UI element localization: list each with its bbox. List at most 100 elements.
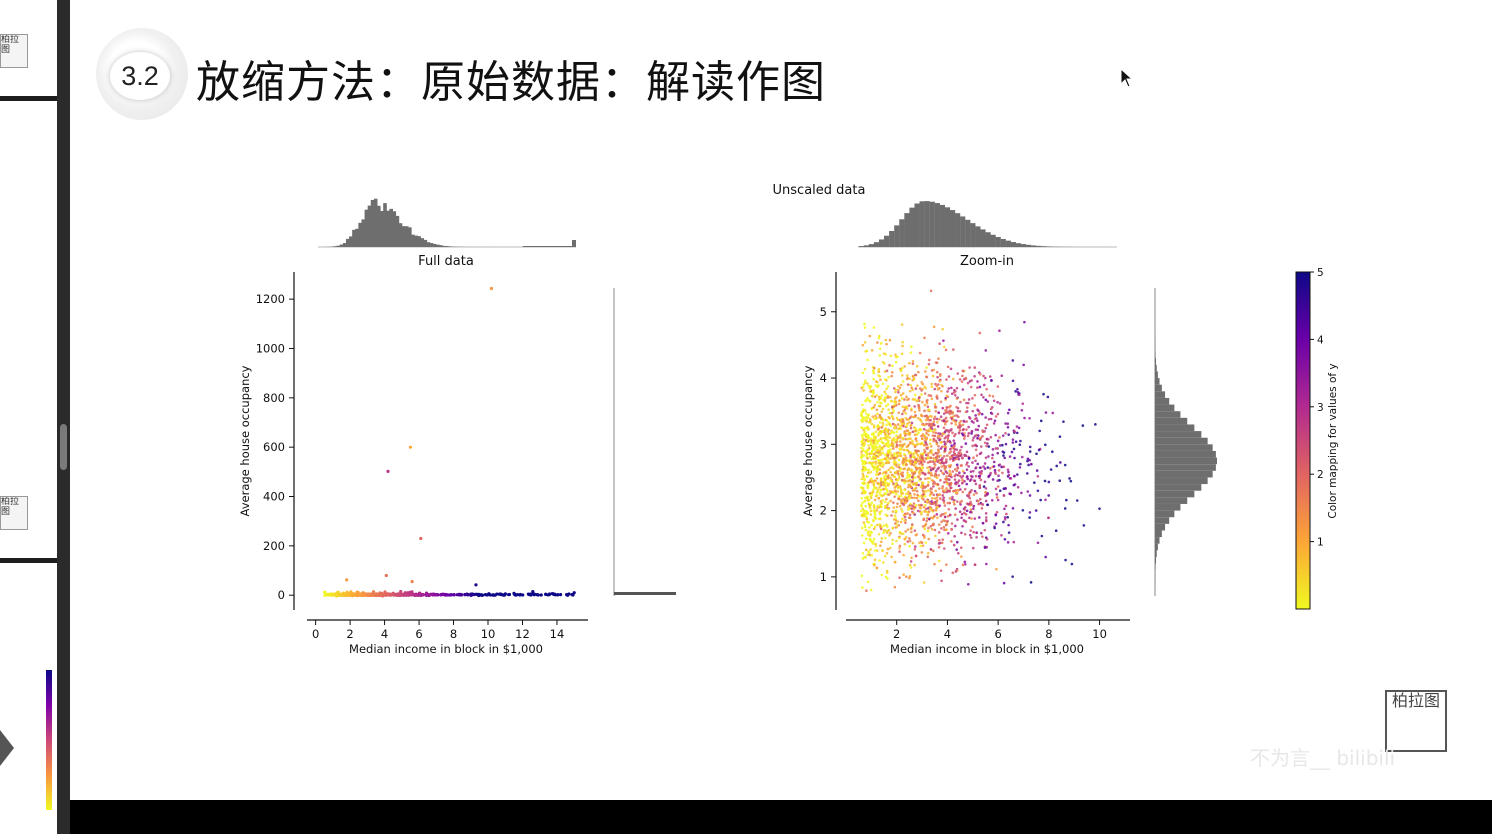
zoom-point <box>1011 506 1015 510</box>
zoom-point <box>940 389 943 393</box>
zoom-point <box>988 473 992 477</box>
zoom-point <box>945 475 948 478</box>
slide-thumbnail-panel[interactable]: 柏拉图 柏拉图 <box>0 0 57 834</box>
full-point <box>415 593 419 597</box>
zoom-point <box>884 513 888 516</box>
zoom-point <box>955 397 959 400</box>
zoom-point <box>876 504 879 508</box>
zoom-point <box>921 452 925 456</box>
zoom-point <box>915 433 919 436</box>
zoom-point <box>898 576 901 579</box>
zoom-point <box>1003 518 1007 521</box>
zoom-point <box>996 412 1000 416</box>
zoom-point <box>956 473 960 477</box>
zoom-point <box>900 323 904 326</box>
zoom-point <box>923 527 926 531</box>
thumbnail-logo[interactable]: 柏拉图 <box>0 34 28 68</box>
zoom-point <box>934 382 937 386</box>
zoom-point <box>879 544 882 547</box>
full-point <box>566 593 570 597</box>
full-y-tick-label: 1200 <box>256 292 285 306</box>
zoom-point <box>870 451 874 454</box>
zoom-point <box>913 487 916 491</box>
zoom-point <box>941 406 945 410</box>
thumbnail-divider <box>0 558 57 563</box>
zoom-point <box>876 481 880 485</box>
zoom-point <box>890 411 894 415</box>
zoom-point <box>860 496 864 500</box>
collapse-arrow-icon[interactable] <box>0 730 14 766</box>
zoom-point <box>979 497 982 501</box>
zoom-point <box>862 444 865 448</box>
zoom-point <box>882 487 885 491</box>
zoom-point <box>887 415 891 419</box>
zoom-point <box>900 412 904 416</box>
zoom-point <box>880 494 884 498</box>
thumbnail-logo[interactable]: 柏拉图 <box>0 496 28 530</box>
zoom-point <box>959 448 962 452</box>
zoom-point <box>873 403 877 407</box>
zoom-point <box>913 410 917 414</box>
zoom-point <box>1002 494 1006 497</box>
zoom-point <box>863 469 866 472</box>
zoom-point <box>911 463 914 466</box>
zoom-point <box>946 440 949 443</box>
zoom-point <box>951 431 954 435</box>
zoom-point <box>959 400 962 404</box>
zoom-point <box>958 510 962 513</box>
zoom-point <box>950 475 953 479</box>
zoom-point <box>874 462 878 465</box>
zoom-point <box>890 555 893 559</box>
zoom-point <box>873 525 877 529</box>
zoom-point <box>927 433 930 437</box>
zoom-point <box>940 579 943 583</box>
zoom-point <box>866 486 870 490</box>
zoom-point <box>937 542 941 545</box>
zoom-point <box>969 470 973 473</box>
zoom-point <box>912 378 916 381</box>
zoom-point <box>963 420 966 423</box>
zoom-point <box>953 393 957 397</box>
zoom-point <box>1028 511 1032 514</box>
zoom-x-tick-label: 6 <box>994 627 1001 641</box>
zoom-point <box>1004 504 1008 508</box>
zoom-point <box>914 554 918 558</box>
zoom-point <box>901 478 904 482</box>
zoom-point <box>862 449 865 452</box>
zoom-point <box>926 466 929 470</box>
zoom-point <box>889 354 893 358</box>
zoom-point <box>937 473 941 477</box>
full-histx-bar <box>417 236 421 247</box>
zoom-point <box>910 408 913 412</box>
zoom-point <box>1044 411 1048 414</box>
zoom-point <box>995 496 999 499</box>
zoom-point <box>881 461 884 464</box>
zoom-point <box>863 341 867 344</box>
full-y-tick-label: 400 <box>263 490 285 504</box>
full-histx-bar <box>426 242 431 247</box>
zoom-point <box>960 516 963 520</box>
zoom-point <box>907 494 911 498</box>
panel-divider[interactable] <box>57 0 70 834</box>
zoom-point <box>895 464 898 468</box>
zoom-point <box>862 482 866 486</box>
zoom-point <box>919 485 923 489</box>
zoom-point <box>983 480 987 484</box>
zoom-point <box>942 345 946 349</box>
zoom-point <box>927 358 931 362</box>
zoom-point <box>925 422 929 426</box>
zoom-point <box>905 459 908 462</box>
zoom-point <box>986 466 990 469</box>
scrollbar-thumb[interactable] <box>60 424 67 470</box>
zoom-point <box>971 475 974 478</box>
zoom-point <box>879 432 883 435</box>
zoom-point <box>876 469 879 472</box>
zoom-point <box>899 435 902 438</box>
zoom-point <box>860 574 864 578</box>
zoom-point <box>976 437 979 440</box>
zoom-point <box>950 392 954 396</box>
zoom-point <box>904 521 907 525</box>
zoom-point <box>865 511 868 515</box>
zoom-point <box>896 490 900 493</box>
zoom-point <box>879 458 883 462</box>
